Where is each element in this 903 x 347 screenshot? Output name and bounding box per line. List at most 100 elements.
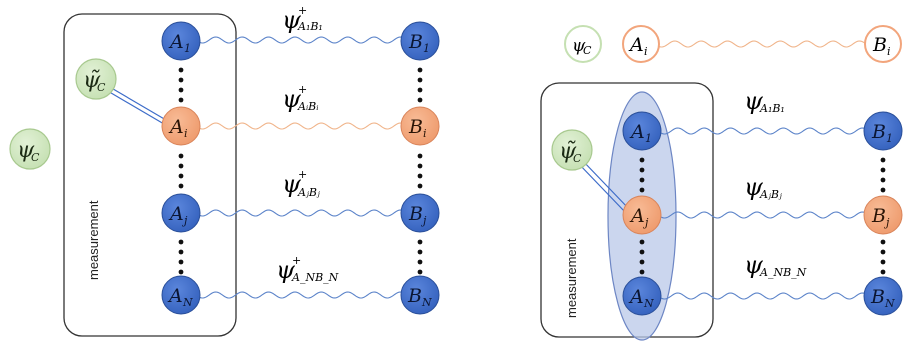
link-label-a1b1-sub: A₁B₁ xyxy=(297,20,323,33)
node-bj-letter: B xyxy=(408,203,423,225)
node-bn-letter: B xyxy=(407,285,422,307)
node-bn-right-sub: N xyxy=(884,297,895,310)
link-label-ajbj-sub: AⱼBⱼ xyxy=(297,186,320,199)
node-bn-right: B N xyxy=(863,276,903,316)
link-label-anbn-sup: + xyxy=(292,254,301,267)
node-bi-letter: B xyxy=(408,116,423,138)
node-a1-right: A 1 xyxy=(622,111,662,151)
node-b1-sub: 1 xyxy=(423,42,430,55)
node-ai-letter: A xyxy=(168,116,184,138)
measurement-link-right-a xyxy=(581,159,631,211)
link-label-anbn-right: ψ A_NB_N xyxy=(744,251,807,279)
link-ai-bi xyxy=(195,122,405,130)
link-a1-b1 xyxy=(195,36,405,44)
psi-c-tilde-node-right: ψ̃ C xyxy=(551,129,593,171)
top-a-sub: i xyxy=(644,45,648,58)
link-label-ajbj-sup: + xyxy=(298,168,307,181)
node-a1-sub: 1 xyxy=(184,42,191,55)
psi-c-tilde-node-left: ψ̃ C xyxy=(75,58,117,100)
node-bn-left: B N xyxy=(400,275,440,315)
node-b1-left: B 1 xyxy=(400,21,440,61)
top-b-letter: B xyxy=(872,34,887,56)
link-a1-b1-right xyxy=(657,127,869,135)
ellipsis-dots-left xyxy=(178,67,423,275)
link-label-anbn-right-sub: A_NB_N xyxy=(759,266,807,279)
link-label-a1b1-sym: ψ xyxy=(282,6,302,34)
node-bi-right-top: B i xyxy=(864,25,902,63)
psi-c-node-right-top: ψ C xyxy=(564,25,602,63)
node-an-right: A N xyxy=(622,276,662,316)
top-a-letter: A xyxy=(628,34,644,56)
link-label-ajbj-sym: ψ xyxy=(282,170,302,198)
link-label-anbn-sub: A_NB_N xyxy=(291,271,339,284)
top-psi-c-sub: C xyxy=(583,44,592,57)
node-b1-right-letter: B xyxy=(871,121,886,143)
link-an-bn xyxy=(195,291,405,299)
link-label-anbn: ψ + A_NB_N xyxy=(276,254,339,284)
psi-c-tilde-right-sym: ψ̃ xyxy=(559,139,577,164)
psi-c-symbol: ψ xyxy=(17,138,35,163)
link-label-a1b1-right-sym: ψ xyxy=(744,87,764,115)
node-bn-right-letter: B xyxy=(870,286,885,308)
node-ai-sub: i xyxy=(184,127,188,140)
link-label-a1b1: ψ + A₁B₁ xyxy=(282,4,323,34)
node-bj-sub: j xyxy=(420,214,427,227)
node-ai-left: A i xyxy=(161,106,201,146)
node-ai-right-top: A i xyxy=(622,25,660,63)
node-an-left: A N xyxy=(161,275,201,315)
measurement-label-right: measurement xyxy=(564,238,579,318)
node-bi-left: B i xyxy=(400,106,440,146)
node-aj-right: A j xyxy=(622,195,662,235)
link-label-a1b1-sup: + xyxy=(298,4,307,17)
measurement-link-left-b xyxy=(105,89,165,125)
link-label-ajbj-right-sym: ψ xyxy=(744,173,764,201)
node-aj-left: A j xyxy=(161,193,201,233)
measurement-box-right xyxy=(540,82,714,338)
left-a-column: A 1 A i A j A N xyxy=(161,21,201,315)
node-bj-right: B j xyxy=(863,195,903,235)
node-b1-right: B 1 xyxy=(863,111,903,151)
node-b1-right-sub: 1 xyxy=(886,132,893,145)
link-label-aibi-sym: ψ xyxy=(282,85,302,113)
node-a1-right-letter: A xyxy=(629,121,645,143)
link-label-anbn-right-sym: ψ xyxy=(744,251,764,279)
measurement-link-left-a xyxy=(107,85,167,121)
node-bj-right-sub: j xyxy=(883,216,890,229)
measurement-box-left xyxy=(63,13,237,337)
psi-c-sub: C xyxy=(31,151,40,164)
node-a1-right-sub: 1 xyxy=(645,132,652,145)
node-b1-letter: B xyxy=(408,31,423,53)
measurement-link-right-b xyxy=(577,162,627,214)
top-b-sub: i xyxy=(887,45,891,58)
link-label-a1b1-right: ψ A₁B₁ xyxy=(744,87,785,115)
link-label-aibi-sub: AᵢBᵢ xyxy=(297,100,318,113)
node-aj-right-letter: A xyxy=(629,205,645,227)
node-bj-left: B j xyxy=(400,193,440,233)
right-top-row: ψ C A i B i xyxy=(564,25,902,63)
node-an-sub: N xyxy=(182,296,193,309)
node-an-right-sub: N xyxy=(643,297,654,310)
link-label-anbn-sym: ψ xyxy=(276,256,296,284)
link-label-aibi-sup: + xyxy=(298,83,307,96)
measurement-label-left: measurement xyxy=(86,200,101,280)
node-bi-sub: i xyxy=(423,127,427,140)
node-bj-right-letter: B xyxy=(871,205,886,227)
link-label-aibi: ψ + AᵢBᵢ xyxy=(282,83,318,113)
node-aj-letter: A xyxy=(168,203,184,225)
link-label-ajbj-right: ψ AⱼBⱼ xyxy=(744,173,782,201)
link-label-a1b1-right-sub: A₁B₁ xyxy=(759,102,785,115)
link-ai-bi-top xyxy=(654,40,869,48)
right-b-column: B 1 B j B N xyxy=(863,111,903,316)
link-an-bn-right xyxy=(657,292,869,300)
top-psi-c-sym: ψ xyxy=(572,36,586,56)
link-label-ajbj: ψ + AⱼBⱼ xyxy=(282,168,320,199)
node-a1-letter: A xyxy=(168,31,184,53)
ellipsis-dots-right xyxy=(639,157,886,275)
psi-c-tilde-sub: C xyxy=(97,81,106,94)
link-aj-bj-right xyxy=(657,211,869,219)
node-an-letter: A xyxy=(167,285,183,307)
psi-c-node-left: ψ C xyxy=(9,128,51,170)
link-aj-bj xyxy=(195,209,405,217)
